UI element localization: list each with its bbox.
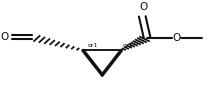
Text: or1: or1 <box>123 43 134 48</box>
Text: O: O <box>1 32 9 42</box>
Text: O: O <box>173 33 181 43</box>
Text: O: O <box>139 2 147 12</box>
Text: or1: or1 <box>87 43 98 48</box>
